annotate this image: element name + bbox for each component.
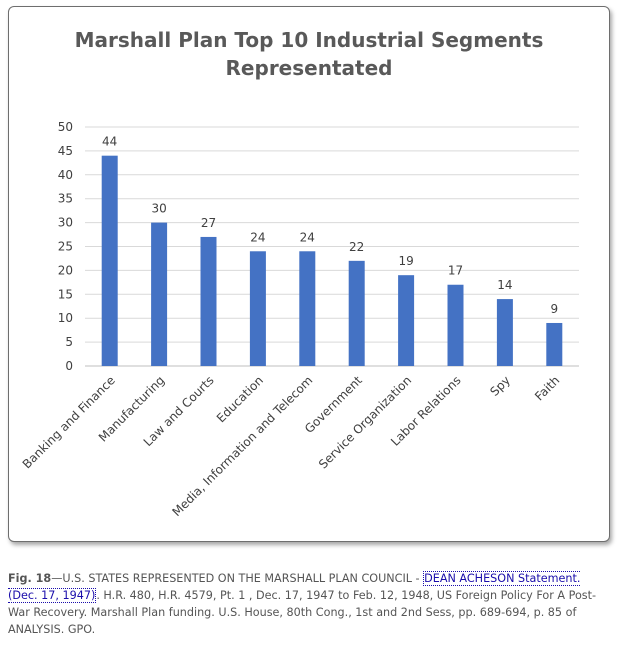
y-tick-label: 45 <box>58 144 73 158</box>
data-label: 19 <box>398 254 413 268</box>
bar <box>546 322 563 366</box>
bar <box>299 251 316 366</box>
category-label: Banking and Finance <box>20 373 118 471</box>
y-tick-label: 50 <box>58 120 73 134</box>
data-label: 22 <box>349 240 364 254</box>
y-tick-label: 5 <box>65 335 73 349</box>
y-tick-label: 25 <box>58 240 73 254</box>
caption-main-text: U.S. STATES REPRESENTED ON THE MARSHALL … <box>62 572 424 585</box>
bar <box>348 260 365 366</box>
data-label: 24 <box>250 230 265 244</box>
data-label: 27 <box>201 216 216 230</box>
bar <box>447 284 464 366</box>
category-label: Spy <box>487 373 513 399</box>
caption-rest-text: . H.R. 480, H.R. 4579, Pt. 1 , Dec. 17, … <box>8 589 597 636</box>
bar <box>496 299 513 366</box>
y-tick-label: 40 <box>58 168 73 182</box>
y-tick-label: 10 <box>58 311 73 325</box>
category-label: Faith <box>532 373 562 403</box>
data-label: 30 <box>151 202 166 216</box>
chart-frame: Marshall Plan Top 10 Industrial Segments… <box>8 6 610 542</box>
data-label: 17 <box>448 264 463 278</box>
reference-link[interactable]: DEAN ACHESON Statement. (Dec. 17, 1947) <box>8 571 581 603</box>
figure-caption: Fig. 18—U.S. STATES REPRESENTED ON THE M… <box>8 570 608 638</box>
y-tick-label: 35 <box>58 192 73 206</box>
chart-title-line: Marshall Plan Top 10 Industrial Segments <box>75 28 544 52</box>
data-label: 9 <box>550 302 558 316</box>
data-label: 24 <box>300 230 315 244</box>
category-label: Service Organization <box>316 373 414 471</box>
bar <box>249 251 266 366</box>
bar <box>101 155 118 366</box>
data-label: 14 <box>497 278 512 292</box>
chart-title-line: Representated <box>226 56 393 80</box>
y-tick-label: 15 <box>58 287 73 301</box>
data-label: 44 <box>102 135 117 149</box>
y-tick-label: 30 <box>58 216 73 230</box>
figure-number: Fig. 18 <box>8 572 52 585</box>
caption-dash: — <box>51 572 63 585</box>
y-tick-label: 0 <box>65 359 73 373</box>
y-tick-label: 20 <box>58 263 73 277</box>
bar-chart: Marshall Plan Top 10 Industrial Segments… <box>20 28 579 519</box>
bar <box>200 236 217 366</box>
bar <box>398 275 415 366</box>
category-label: Education <box>214 373 266 425</box>
bar <box>151 222 168 366</box>
